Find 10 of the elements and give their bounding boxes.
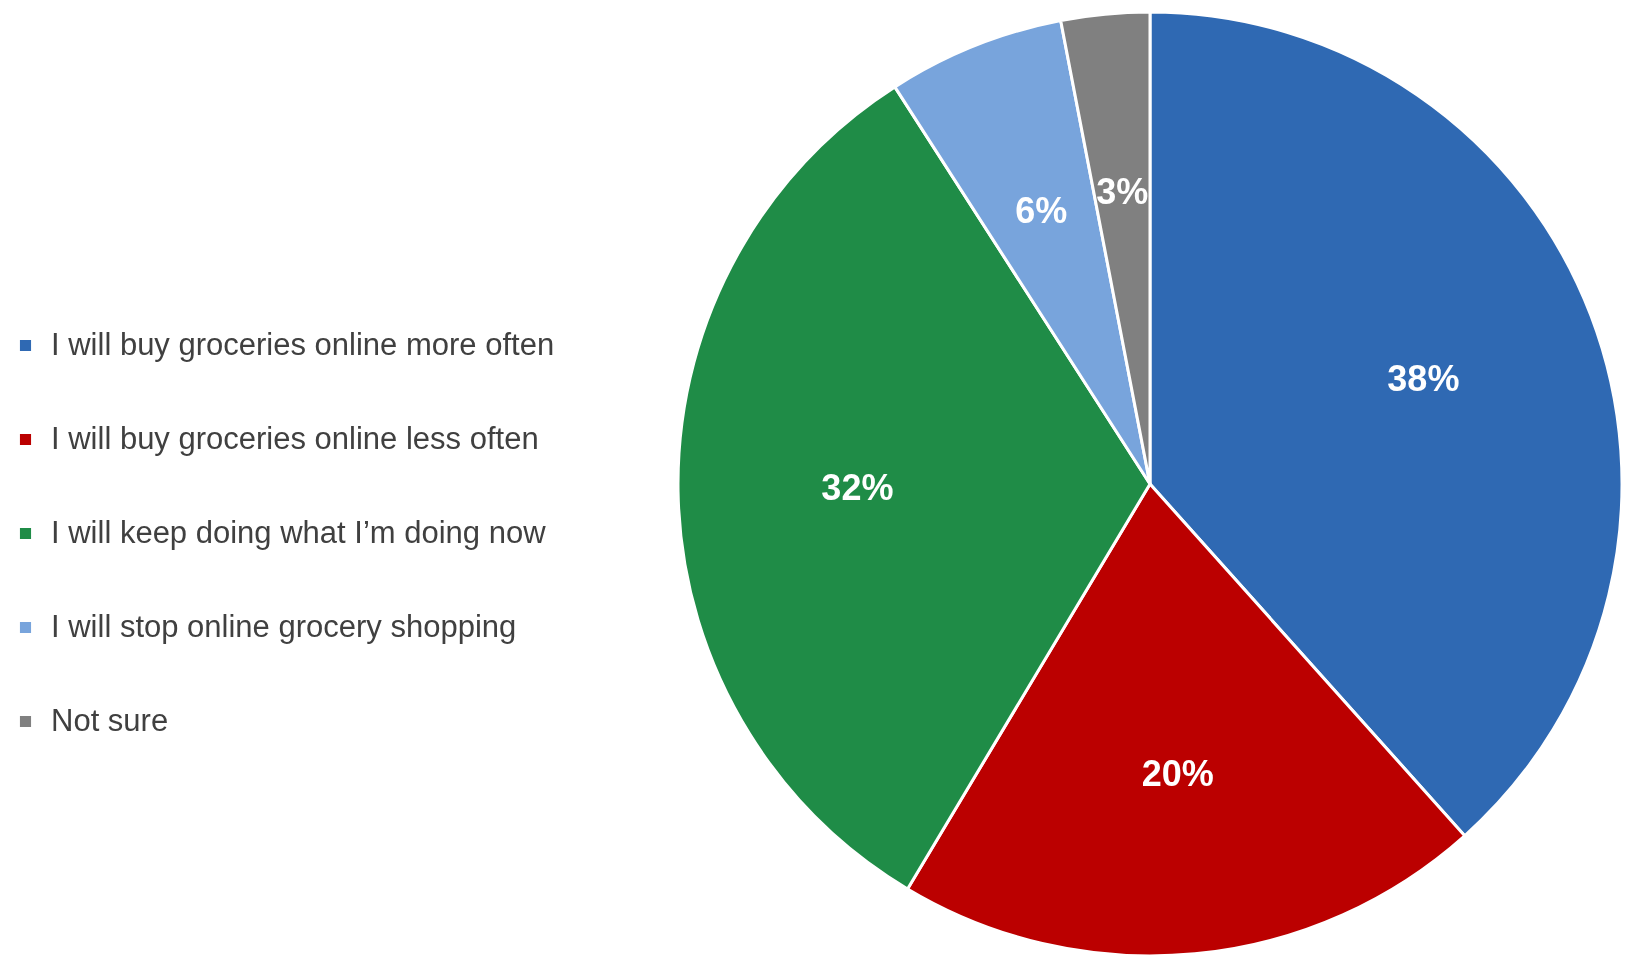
legend-label: I will keep doing what I’m doing now (51, 514, 547, 550)
data-label: 32% (821, 466, 894, 508)
legend-label: I will buy groceries online more often (51, 326, 555, 362)
data-label: 20% (1141, 753, 1214, 795)
legend-label: Not sure (51, 702, 169, 738)
data-label: 3% (1096, 170, 1149, 212)
data-label: 6% (1015, 190, 1068, 232)
legend-label: I will buy groceries online less often (51, 420, 539, 456)
legend-label: I will stop online grocery shopping (51, 608, 517, 644)
data-label: 38% (1387, 357, 1460, 399)
